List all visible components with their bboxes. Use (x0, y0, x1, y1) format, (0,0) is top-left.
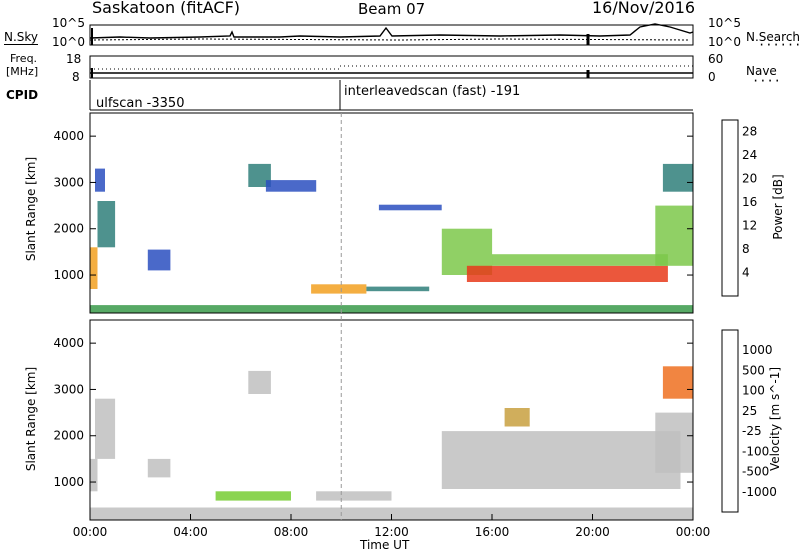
nsearch-tick-high: 10^5 (708, 16, 741, 30)
xtick-label-0: 00:00 (73, 525, 108, 539)
freq-tick-high: 18 (66, 52, 82, 66)
nsearch-dots: ······· (758, 38, 800, 52)
nsky-trace (89, 23, 694, 45)
ytick-label-0-3: 1000 (53, 268, 84, 282)
cell-1-0-4 (441, 431, 681, 489)
colorbar-tick-0-0: 28 (742, 125, 757, 139)
nsearch-label: N.Search (746, 30, 800, 44)
colorbar-tick-0-4: 12 (742, 219, 757, 233)
ytick-label-1-2: 2000 (53, 429, 84, 443)
xtick-label-6: 00:00 (676, 525, 711, 539)
cell-0-3-1 (366, 286, 430, 292)
power-colorbar-label: Power [dB] (771, 174, 785, 240)
cell-1-0-2 (248, 370, 271, 394)
xtick-label-4: 16:00 (475, 525, 510, 539)
ytick-label-0-1: 3000 (53, 175, 84, 189)
cell-1-1-1 (215, 491, 291, 501)
xtick-label-2: 08:00 (274, 525, 309, 539)
ytick-label-0-2: 2000 (53, 222, 84, 236)
cell-0-3-2 (378, 204, 442, 211)
nave-label: Nave (746, 64, 777, 78)
colorbar-tick-0-1: 24 (742, 148, 757, 162)
colorbar-tick-1-4: -25 (742, 424, 762, 438)
nave-dots: ···· (752, 74, 781, 88)
cell-1-0-3 (147, 458, 171, 478)
site-title: Saskatoon (fitACF) (92, 0, 241, 17)
power-ylabel: Slant Range [km] (24, 156, 38, 262)
colorbar-tick-0-6: 4 (742, 266, 750, 280)
cell-0-2-0 (147, 249, 171, 271)
ytick-label-0-0: 4000 (53, 129, 84, 143)
status-panels: N.Sky 10^5 10^0 N.Search ······· 10^5 10… (0, 16, 800, 114)
beam-title: Beam 07 (358, 0, 426, 18)
colorbar-tick-1-6: -500 (742, 465, 769, 479)
nave-tick-low: 0 (708, 70, 716, 84)
freq-tick-low: 8 (72, 70, 80, 84)
chart-header: Saskatoon (fitACF) Beam 07 16/Nov/2016 (0, 0, 800, 24)
colorbar-frame-1 (721, 329, 739, 513)
cpid-segment-1: ulfscan -3350 (96, 96, 185, 111)
xtick-label-5: 20:00 (575, 525, 610, 539)
colorbar-tick-0-3: 16 (742, 195, 757, 209)
colorbar-tick-1-7: -1000 (742, 485, 777, 499)
xtick-label-1: 04:00 (173, 525, 208, 539)
cell-0-2-1 (248, 163, 271, 187)
nsky-label: N.Sky (4, 30, 39, 45)
freq-unit: [MHz] (6, 65, 39, 78)
xtick-label-3: 12:00 (374, 525, 409, 539)
status-traces (89, 23, 694, 111)
cell-0-1-1 (97, 201, 116, 248)
freq-label: Freq. (10, 52, 38, 65)
ytick-label-1-0: 4000 (53, 336, 84, 350)
cell-0-4-1 (466, 265, 668, 282)
cell-0-4-2 (492, 254, 668, 266)
colorbar-tick-0-5: 8 (742, 242, 750, 256)
colorbar-tick-1-3: 25 (742, 404, 757, 418)
nave-tick-high: 60 (708, 52, 724, 66)
cell-1-1-0 (90, 458, 98, 492)
cell-0-4-4 (662, 163, 693, 192)
ytick-label-1-1: 3000 (53, 382, 84, 396)
cell-0-2-2 (265, 180, 317, 192)
cell-0-1-2 (95, 168, 105, 192)
nsky-tick-high: 10^5 (52, 16, 85, 30)
cell-1-2-2 (662, 366, 693, 399)
x-axis-label: Time UT (360, 538, 410, 552)
colorbar-tick-1-1: 500 (742, 363, 765, 377)
panel-frame-0 (89, 112, 694, 314)
velocity-ylabel: Slant Range [km] (24, 366, 38, 472)
cell-1-0-5 (655, 412, 693, 473)
cpid-label: CPID (6, 88, 39, 102)
cell-1-0-0 (90, 507, 693, 520)
freq-trace (90, 65, 693, 78)
panel-frame-1 (89, 319, 694, 521)
colorbar-tick-1-0: 1000 (742, 343, 773, 357)
cell-1-2-0 (316, 491, 392, 501)
cell-0-3-0 (311, 284, 367, 294)
colorbar-tick-1-2: 100 (742, 384, 765, 398)
colorbar-frame-0 (721, 119, 739, 297)
velocity-colorbar-label: Velocity [m s^-1] (768, 366, 782, 472)
ytick-label-1-3: 1000 (53, 475, 84, 489)
colorbar-tick-1-5: -100 (742, 444, 769, 458)
cell-0-1-0 (90, 247, 98, 289)
cpid-segment-2: interleavedscan (fast) -191 (344, 84, 521, 99)
cell-1-2-1 (504, 408, 530, 427)
date-title: 16/Nov/2016 (592, 0, 696, 17)
nsearch-tick-low: 10^0 (708, 35, 741, 49)
cell-0-4-3 (655, 205, 693, 266)
colorbar-tick-0-2: 20 (742, 172, 757, 186)
cell-1-0-1 (95, 398, 116, 459)
nsky-tick-low: 10^0 (52, 35, 85, 49)
cell-0-0-0 (90, 305, 693, 313)
